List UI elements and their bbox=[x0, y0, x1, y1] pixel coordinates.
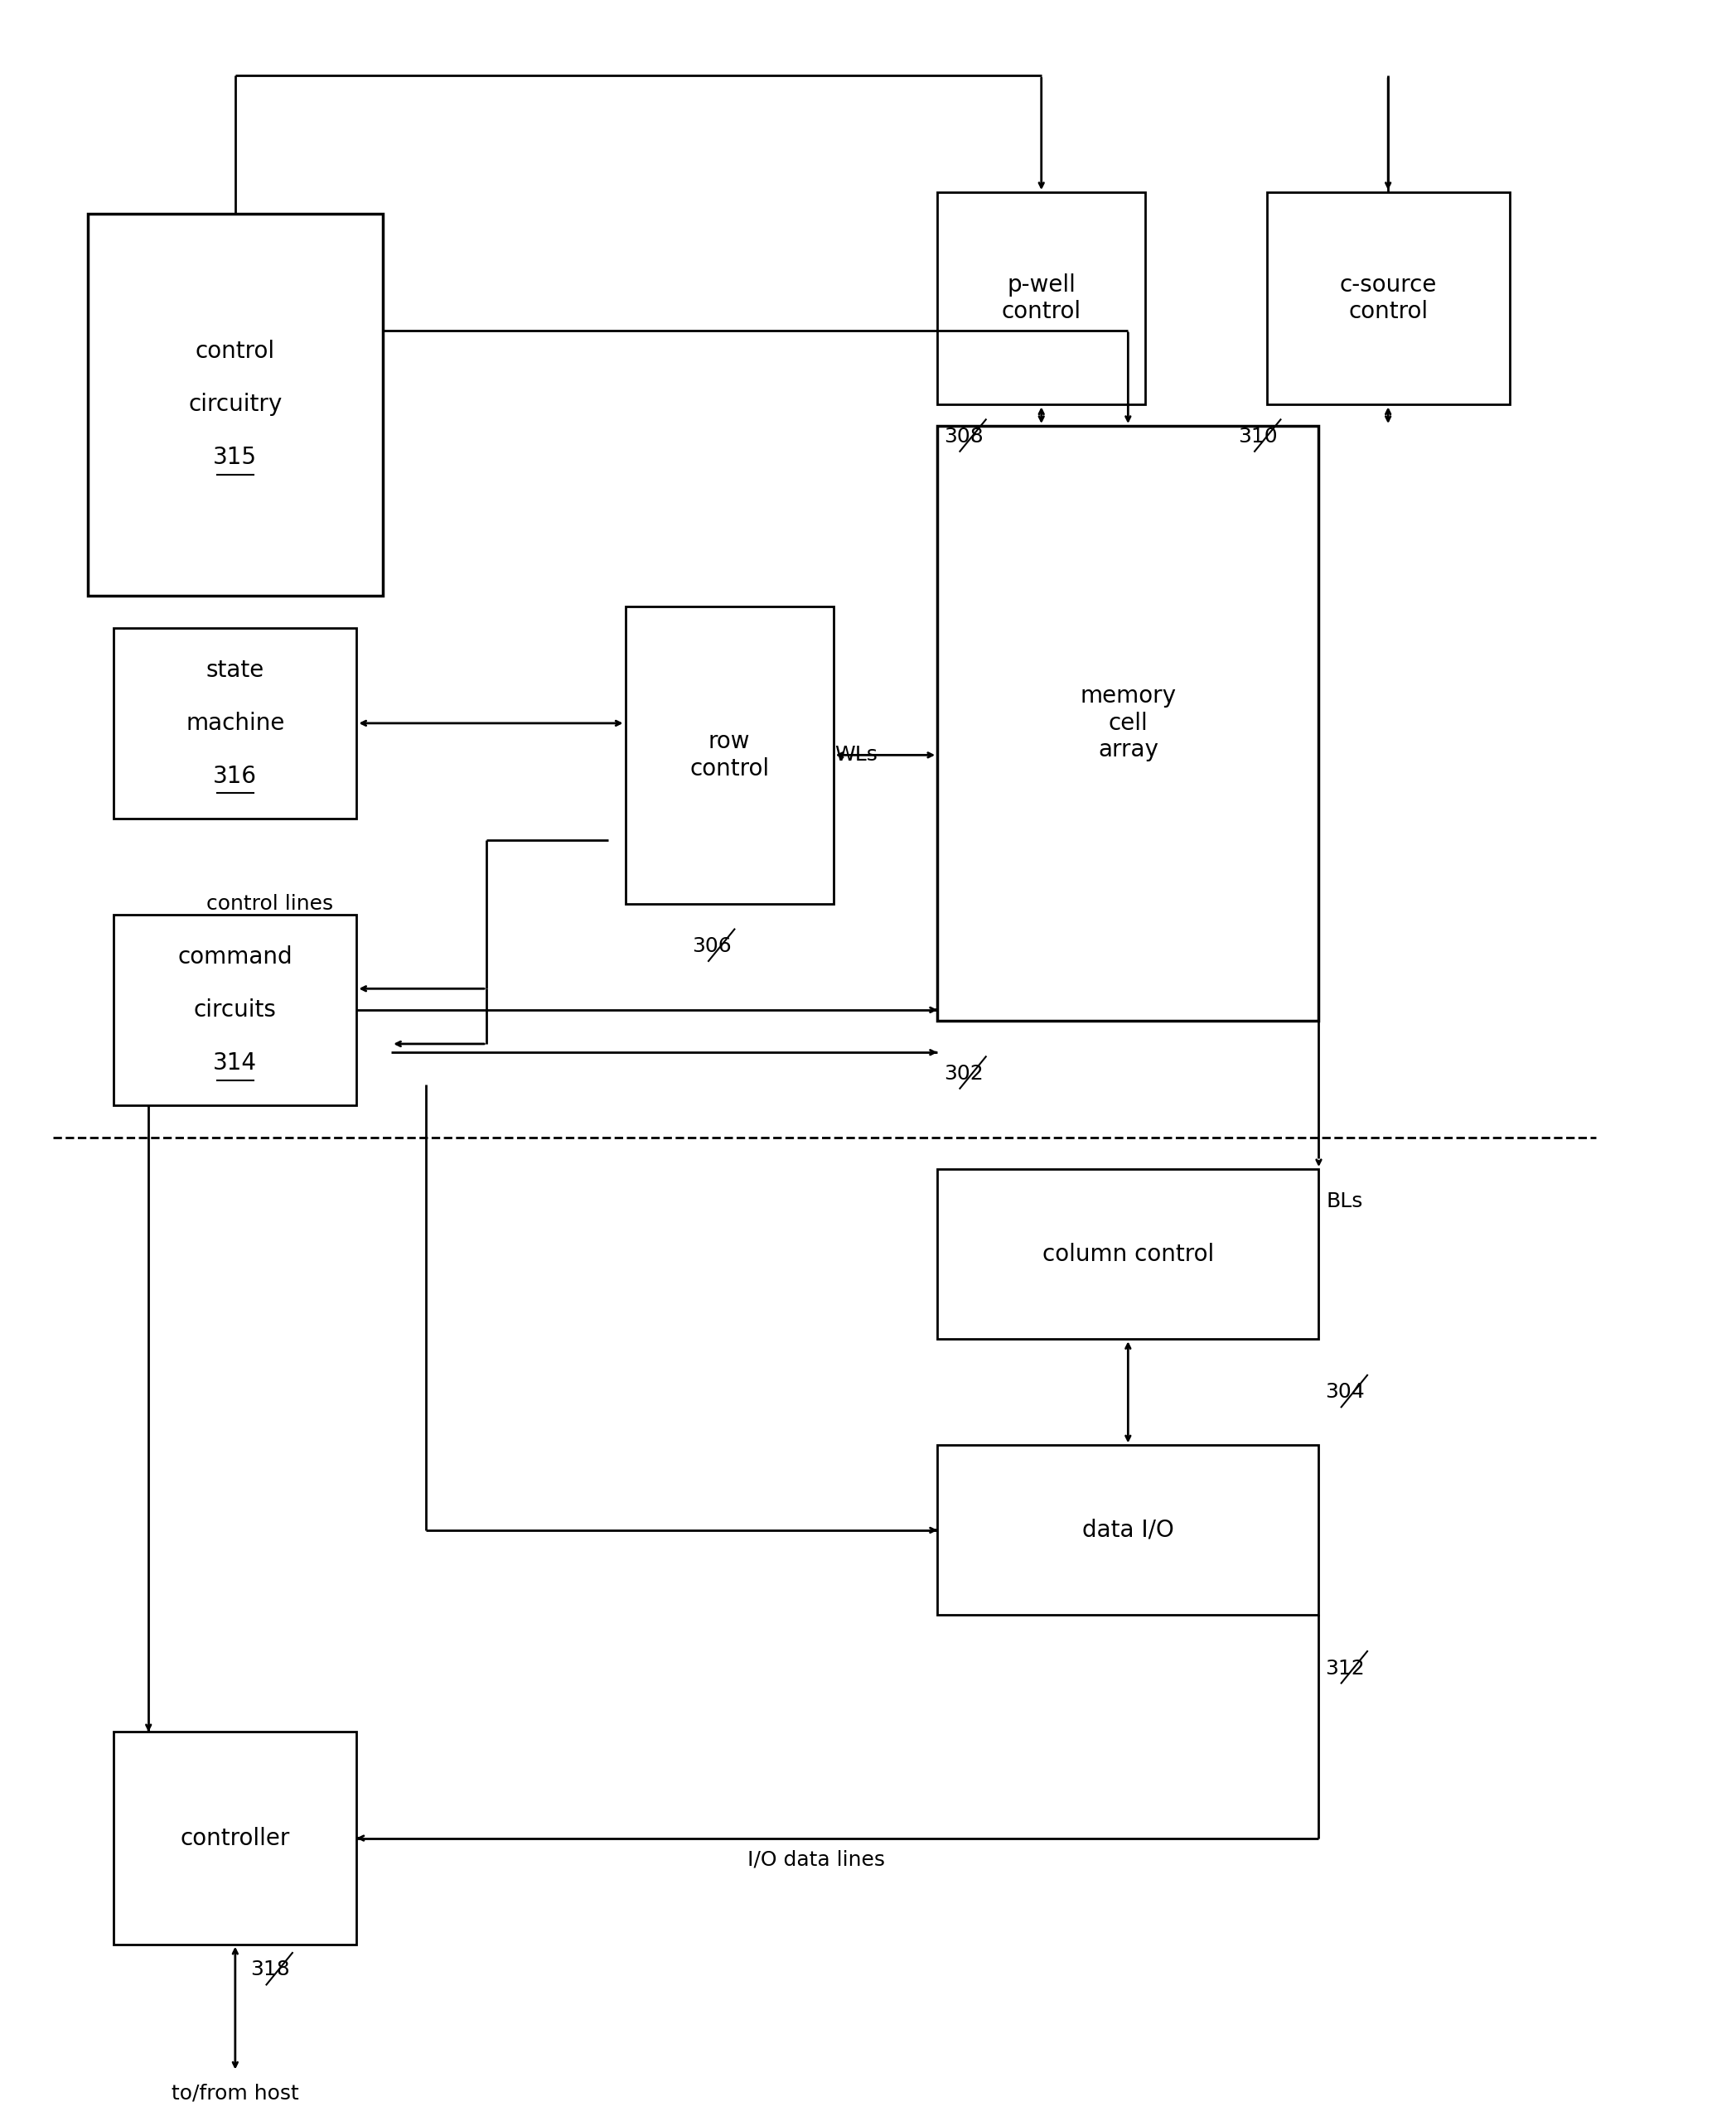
Text: 318: 318 bbox=[250, 1960, 290, 1979]
FancyBboxPatch shape bbox=[937, 425, 1319, 1020]
Text: 304: 304 bbox=[1325, 1382, 1364, 1403]
Text: 308: 308 bbox=[944, 427, 983, 446]
Text: 315: 315 bbox=[214, 446, 257, 470]
Text: 302: 302 bbox=[944, 1063, 983, 1084]
Text: 306: 306 bbox=[693, 935, 733, 957]
Text: machine: machine bbox=[186, 712, 285, 736]
Text: 316: 316 bbox=[214, 765, 257, 789]
Text: I/O data lines: I/O data lines bbox=[746, 1850, 885, 1869]
FancyBboxPatch shape bbox=[625, 606, 833, 904]
Text: control: control bbox=[196, 340, 274, 364]
Text: 312: 312 bbox=[1325, 1658, 1364, 1677]
Text: state: state bbox=[207, 659, 264, 682]
FancyBboxPatch shape bbox=[115, 1733, 356, 1945]
Text: memory
cell
array: memory cell array bbox=[1080, 685, 1175, 761]
Text: to/from host: to/from host bbox=[172, 2083, 299, 2103]
Text: data I/O: data I/O bbox=[1082, 1518, 1174, 1541]
Text: BLs: BLs bbox=[1326, 1191, 1363, 1212]
FancyBboxPatch shape bbox=[1267, 191, 1510, 404]
Text: row
control: row control bbox=[689, 729, 769, 780]
Text: 314: 314 bbox=[214, 1052, 257, 1074]
Text: WLs: WLs bbox=[835, 744, 877, 765]
Text: control lines: control lines bbox=[207, 893, 333, 914]
FancyBboxPatch shape bbox=[937, 1169, 1319, 1339]
Text: 310: 310 bbox=[1238, 427, 1278, 446]
FancyBboxPatch shape bbox=[89, 213, 382, 595]
Text: p-well
control: p-well control bbox=[1002, 274, 1082, 323]
Text: circuitry: circuitry bbox=[187, 393, 283, 417]
Text: c-source
control: c-source control bbox=[1340, 274, 1437, 323]
Text: column control: column control bbox=[1042, 1242, 1213, 1265]
FancyBboxPatch shape bbox=[115, 627, 356, 819]
FancyBboxPatch shape bbox=[937, 191, 1146, 404]
Text: circuits: circuits bbox=[194, 999, 276, 1020]
Text: controller: controller bbox=[181, 1826, 290, 1850]
Text: command: command bbox=[177, 946, 293, 969]
FancyBboxPatch shape bbox=[937, 1446, 1319, 1616]
FancyBboxPatch shape bbox=[115, 914, 356, 1106]
